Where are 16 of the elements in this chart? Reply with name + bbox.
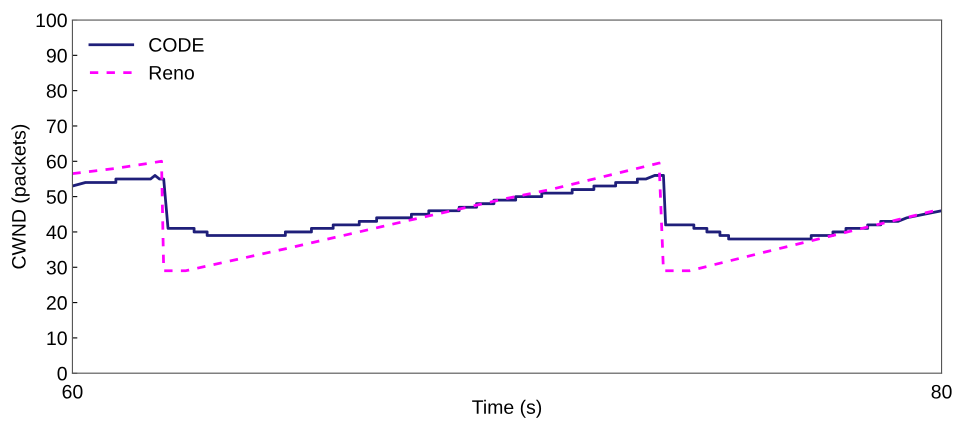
y-tick-label: 30 <box>46 260 67 274</box>
y-tick-label: 80 <box>46 84 67 98</box>
y-tick-label: 70 <box>46 119 67 134</box>
y-tick-label: 0 <box>58 366 67 380</box>
legend-label: CODE <box>149 38 204 52</box>
legend-label: Reno <box>150 66 194 80</box>
y-tick-label: 50 <box>46 190 67 204</box>
x-axis-title: Time (s) <box>472 400 542 418</box>
y-tick-label: 100 <box>36 13 67 28</box>
y-axis-title: CWND (packets) <box>11 124 30 269</box>
line-series <box>72 174 942 240</box>
y-tick-label: 20 <box>46 296 67 310</box>
y-tick-label: 40 <box>46 225 67 240</box>
y-tick-label: 10 <box>47 331 67 346</box>
y-tick-label: 90 <box>46 48 67 63</box>
y-tick-label: 60 <box>46 154 67 169</box>
